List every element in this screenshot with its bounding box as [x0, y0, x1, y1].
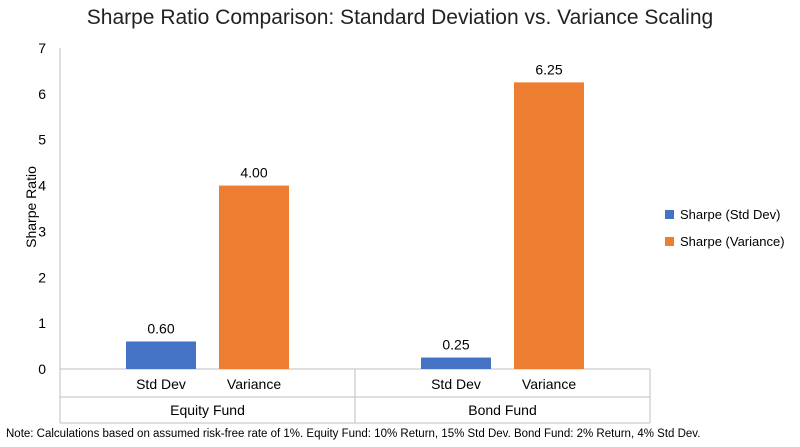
y-tick-label: 4 — [38, 178, 46, 194]
y-tick-label: 0 — [38, 361, 46, 377]
data-label: 0.60 — [147, 320, 174, 336]
y-tick-label: 1 — [38, 315, 46, 331]
y-axis-label: Sharpe Ratio — [23, 166, 39, 248]
bar — [126, 341, 196, 369]
data-label: 0.25 — [442, 337, 469, 353]
x-group-label: Bond Fund — [468, 402, 537, 418]
bar — [421, 357, 491, 369]
legend-swatch-std-dev — [665, 210, 674, 219]
y-tick-label: 6 — [38, 86, 46, 102]
legend-swatch-variance — [665, 237, 674, 246]
legend: Sharpe (Std Dev) Sharpe (Variance) — [665, 201, 785, 255]
x-category-label: Variance — [227, 376, 281, 392]
data-label: 6.25 — [535, 61, 562, 77]
y-tick-label: 2 — [38, 269, 46, 285]
y-tick-label: 7 — [38, 40, 46, 56]
chart-title: Sharpe Ratio Comparison: Standard Deviat… — [86, 6, 714, 29]
x-category-label: Std Dev — [136, 376, 186, 392]
legend-label-std-dev: Sharpe (Std Dev) — [680, 207, 781, 222]
legend-item-std-dev: Sharpe (Std Dev) — [665, 201, 785, 228]
footnote: Note: Calculations based on assumed risk… — [6, 428, 701, 440]
bar — [514, 82, 584, 370]
y-tick-label: 3 — [38, 223, 46, 239]
x-category-label: Std Dev — [431, 376, 481, 392]
bar — [219, 185, 289, 369]
x-group-label: Equity Fund — [170, 402, 245, 418]
y-tick-label: 5 — [38, 132, 46, 148]
data-label: 4.00 — [240, 165, 267, 181]
x-category-label: Variance — [522, 376, 576, 392]
legend-item-variance: Sharpe (Variance) — [665, 228, 785, 255]
legend-label-variance: Sharpe (Variance) — [680, 234, 785, 249]
